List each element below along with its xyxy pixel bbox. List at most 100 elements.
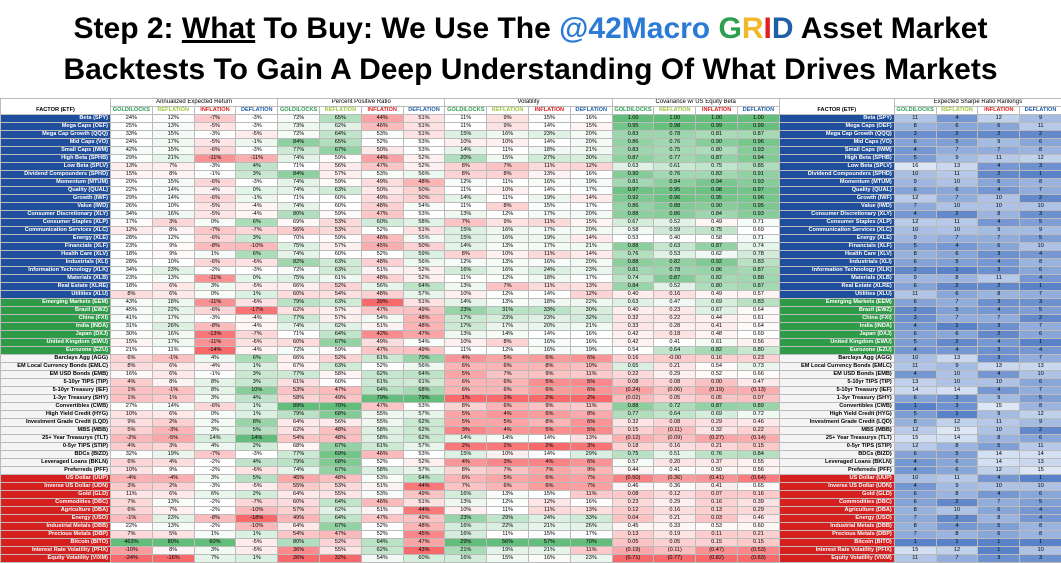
metric-value: 58% (361, 467, 403, 475)
metric-value: 49% (319, 395, 361, 403)
metric-value: 57% (529, 539, 571, 547)
factor-name: Materials (XLB) (1, 275, 111, 283)
sharpe-rank: 6 (978, 531, 1020, 539)
metric-value: 0.87 (738, 283, 780, 291)
metric-value: 16% (152, 211, 194, 219)
page: Step 2: What To Buy: We Use The @42Macro… (0, 0, 1061, 521)
sharpe-rank: 11 (936, 475, 978, 483)
sharpe-rank: 9 (978, 227, 1020, 235)
metric-value: 0.29 (696, 419, 738, 427)
metric-value: 0.41 (696, 323, 738, 331)
metric-value: 1.00 (696, 115, 738, 123)
factor-name: Investment Grade Credit (LQD) (779, 419, 894, 427)
metric-value: 10% (487, 251, 529, 259)
sharpe-rank: 4 (978, 475, 1020, 483)
metric-value: 15% (111, 171, 153, 179)
metric-value: 15% (152, 147, 194, 155)
metric-value: 13% (152, 523, 194, 531)
factor-row: Small Caps (IWM)42%15%-6%-3%77%67%50%53%… (1, 147, 1061, 155)
metric-value: 17% (487, 323, 529, 331)
metric-value: 16% (487, 227, 529, 235)
metric-value: 70% (403, 355, 445, 363)
metric-value: 0.48 (696, 331, 738, 339)
metric-value: 6% (152, 491, 194, 499)
metric-value: 0.83 (738, 299, 780, 307)
sharpe-rank: 9 (1020, 419, 1061, 427)
sharpe-rank: 9 (936, 483, 978, 491)
metric-value: 33% (529, 307, 571, 315)
factor-name: Mega Cap Growth (QQQ) (1, 131, 111, 139)
metric-value: 32% (570, 315, 612, 323)
sharpe-rank: 7 (936, 555, 978, 563)
metric-value: 60% (278, 499, 320, 507)
metric-value: 8% (445, 171, 487, 179)
factor-name: Consumer Discretionary (XLY) (1, 211, 111, 219)
metric-value: 11% (487, 507, 529, 515)
metric-value: (0.24) (612, 387, 654, 395)
metric-value: -5% (194, 123, 236, 131)
factor-name: Communication Services (XLC) (779, 227, 894, 235)
factor-row: 5-10yr Treasury (IEF)1%-1%8%10%53%47%64%… (1, 387, 1061, 395)
metric-value: 6% (487, 363, 529, 371)
metric-value: 4% (529, 459, 571, 467)
metric-value: 5% (236, 475, 278, 483)
metric-value: 0.46 (738, 515, 780, 523)
metric-value: 13% (152, 123, 194, 131)
factor-name: Preferreds (PFF) (1, 467, 111, 475)
metric-value: 50% (403, 243, 445, 251)
sharpe-rank: 10 (978, 203, 1020, 211)
metric-value: 52% (361, 531, 403, 539)
metric-value: 17% (529, 211, 571, 219)
metric-value: 53% (319, 227, 361, 235)
metric-value: 0.63 (654, 243, 696, 251)
metric-value: 0.82 (654, 259, 696, 267)
sharpe-rank: 10 (1020, 371, 1061, 379)
metric-value: 74% (278, 251, 320, 259)
metric-value: 49% (403, 515, 445, 523)
metric-value: 0.94 (738, 155, 780, 163)
metric-value: 13% (445, 283, 487, 291)
metric-value: 0.00 (696, 379, 738, 387)
metric-value: -4% (194, 363, 236, 371)
title-part: D (772, 12, 794, 45)
metric-value: -4% (236, 347, 278, 355)
metric-value: 24% (111, 139, 153, 147)
factor-name: 1-3yr Treasury (SHY) (779, 395, 894, 403)
metric-value: 14% (487, 435, 529, 443)
factor-name: India (INDA) (779, 323, 894, 331)
metric-value: 0.29 (654, 371, 696, 379)
metric-value: 0.75 (654, 147, 696, 155)
metric-value: 5% (529, 379, 571, 387)
metric-value: 0.62 (696, 251, 738, 259)
sharpe-rank: 14 (978, 451, 1020, 459)
metric-value: -7% (236, 499, 278, 507)
factor-row: Energy (XLE)28%12%-6%3%70%59%46%55%15%16… (1, 235, 1061, 243)
metric-value: 20% (570, 227, 612, 235)
metric-value: 0.97 (738, 187, 780, 195)
metric-value: 0.87 (696, 243, 738, 251)
sharpe-rank: 3 (978, 267, 1020, 275)
metric-value: -3% (152, 427, 194, 435)
metric-value: 56% (403, 259, 445, 267)
metric-value: 16% (529, 347, 571, 355)
metric-value: 0.41 (654, 467, 696, 475)
metric-value: 16% (529, 555, 571, 563)
metric-value: 0.90 (612, 171, 654, 179)
metric-value: 463% (111, 539, 153, 547)
sharpe-rank: 6 (894, 395, 936, 403)
sharpe-rank: 4 (936, 347, 978, 355)
regime-label: INFLATION (194, 107, 236, 115)
factor-name: Barclays Agg (AGG) (779, 355, 894, 363)
metric-value: -2% (194, 459, 236, 467)
metric-value: 6% (570, 387, 612, 395)
metric-value: -1% (194, 371, 236, 379)
metric-value: 0.42 (612, 331, 654, 339)
factor-row: Mid Caps (VO)24%17%-5%-1%84%65%52%53%10%… (1, 139, 1061, 147)
factor-row: Utilities (XLU)8%6%0%1%60%54%48%57%10%12… (1, 291, 1061, 299)
sharpe-rank: 13 (978, 363, 1020, 371)
sharpe-rank: 9 (894, 235, 936, 243)
metric-value: 1% (152, 395, 194, 403)
metric-value: 6% (111, 459, 153, 467)
metric-value: -4% (111, 475, 153, 483)
metric-value: 29% (570, 451, 612, 459)
